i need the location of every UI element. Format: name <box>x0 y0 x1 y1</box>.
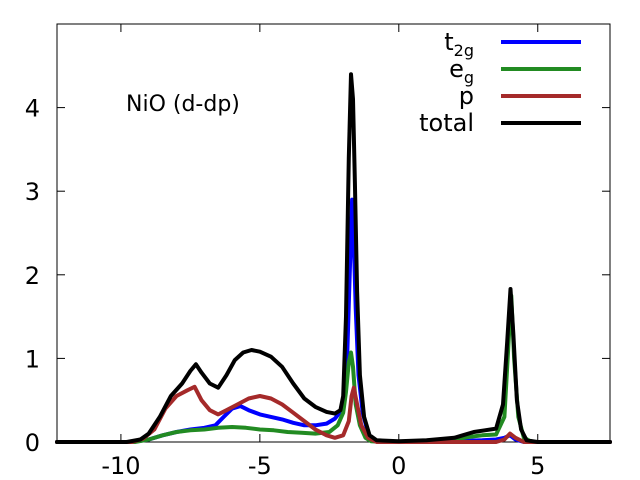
x-tick-label: 5 <box>530 452 545 480</box>
y-tick-label: 3 <box>25 178 40 206</box>
x-tick-labels: -10 -5 0 5 <box>101 452 545 480</box>
y-tick-label: 0 <box>25 429 40 457</box>
y-tick-label: 4 <box>25 95 40 123</box>
plot-frame <box>56 23 611 443</box>
series-line-t2g <box>55 197 612 444</box>
x-tick-label: -10 <box>101 452 140 480</box>
y-tick-label: 2 <box>25 262 40 290</box>
series-layer <box>55 72 612 444</box>
legend-label-base: e <box>449 55 464 83</box>
annotation-label: NiO (d-dp) <box>126 92 240 117</box>
legend-label-eg: eg <box>449 55 474 87</box>
legend-label-base: p <box>459 82 474 110</box>
legend-label-p: p <box>459 82 474 110</box>
axis-ticks <box>57 24 610 443</box>
legend-label-sub: 2g <box>454 41 474 60</box>
legend-label-t2g: t2g <box>444 28 474 60</box>
legend-label-total: total <box>419 109 474 137</box>
legend-label-base: total <box>419 109 474 137</box>
x-tick-label: 0 <box>391 452 406 480</box>
x-tick-label: -5 <box>248 452 272 480</box>
series-line-total <box>55 72 612 444</box>
y-tick-label: 1 <box>25 345 40 373</box>
legend-label-sub: g <box>464 68 474 87</box>
legend-label-base: t <box>444 28 453 56</box>
y-tick-labels: 0 1 2 3 4 <box>25 95 40 457</box>
